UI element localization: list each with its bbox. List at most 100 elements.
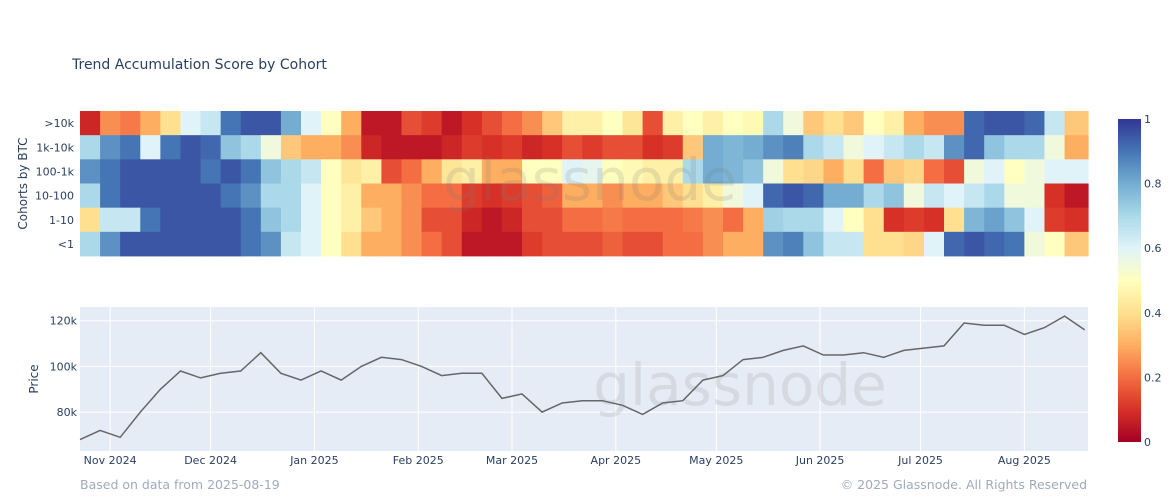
price-panel: 80k 100k 120k Nov 2024 Dec 2024 Jan 2025 Feb 2… [27, 307, 1088, 467]
heatmap-cell [140, 207, 161, 233]
heatmap-cell [722, 183, 744, 209]
heatmap-cell [441, 111, 463, 136]
heatmap-cell [582, 183, 604, 209]
heatmap-cell [622, 183, 644, 209]
heatmap-cell [120, 231, 141, 257]
heatmap-cell [682, 135, 704, 160]
heatmap-cell [522, 231, 543, 257]
heatmap-cell [682, 231, 704, 257]
colorbar-tick-label: 0.6 [1144, 242, 1162, 255]
colorbar: 0 0.2 0.4 0.6 0.8 1 [1118, 113, 1162, 449]
heatmap-cell [522, 159, 543, 184]
heatmap-cell [863, 135, 885, 160]
heatmap-cell [120, 183, 141, 209]
heatmap-cell [883, 135, 905, 160]
colorbar-tick-label: 0.4 [1144, 307, 1162, 320]
heatmap-cell [200, 231, 222, 257]
heatmap-cell [140, 183, 161, 209]
y-tick-label: 120k [50, 315, 78, 328]
y-tick-label: 80k [57, 406, 78, 419]
heatmap-cell [180, 135, 202, 160]
heatmap-cell [522, 207, 543, 233]
heatmap-cell [120, 111, 141, 136]
heatmap-cell [944, 183, 965, 209]
heatmap-cell [622, 111, 644, 136]
heatmap-cell [501, 159, 523, 184]
heatmap-cell [903, 111, 925, 136]
heatmap-cell [964, 111, 985, 136]
heatmap-cell [1044, 183, 1066, 209]
heatmap-cell [763, 111, 784, 136]
heatmap-cell [903, 207, 925, 233]
heatmap-cell [1004, 231, 1025, 257]
heatmap-cell [823, 207, 845, 233]
heatmap-cell [100, 111, 121, 136]
heatmap-cell [542, 159, 563, 184]
heatmap-cell [883, 231, 905, 257]
heatmap-cell [341, 207, 362, 233]
heatmap-cell [602, 207, 624, 233]
heatmap-cell [944, 111, 965, 136]
heatmap-cell [1004, 111, 1025, 136]
heatmap-cell [381, 159, 403, 184]
heatmap-cell [260, 231, 282, 257]
heatmap-cell [642, 159, 664, 184]
heatmap-cell [381, 231, 403, 257]
heatmap-cell [722, 207, 744, 233]
heatmap-cell [481, 207, 503, 233]
heatmap-cell [582, 135, 604, 160]
heatmap-cell [923, 231, 945, 257]
heatmap-cell [401, 135, 423, 160]
heatmap-cell [100, 183, 121, 209]
heatmap-cell [240, 207, 262, 233]
heatmap-cell [180, 159, 202, 184]
heatmap-cell [421, 159, 443, 184]
heatmap-cell [743, 159, 764, 184]
heatmap-cell [562, 111, 583, 136]
heatmap-cell [1044, 159, 1066, 184]
heatmap-cell [964, 183, 985, 209]
heatmap-cell [280, 135, 302, 160]
x-tick-label: May 2025 [689, 454, 743, 467]
heatmap-cell [763, 207, 784, 233]
heatmap-cell [280, 159, 302, 184]
heatmap-cell [944, 159, 965, 184]
heatmap-cell [100, 135, 121, 160]
heatmap-cell [160, 207, 182, 233]
x-tick-label: Jun 2025 [795, 454, 845, 467]
heatmap-cell [602, 183, 624, 209]
heatmap-cell [240, 183, 262, 209]
heatmap-cell [260, 159, 282, 184]
heatmap-cell [662, 159, 684, 184]
heatmap-cell [783, 111, 804, 136]
heatmap-cell [421, 111, 443, 136]
heatmap-cell [863, 231, 885, 257]
heatmap-cell [562, 231, 583, 257]
heatmap-cell [803, 183, 825, 209]
heatmap-cell [763, 183, 784, 209]
heatmap-cell [301, 159, 322, 184]
heatmap-cell [622, 207, 644, 233]
heatmap-cell [522, 183, 543, 209]
heatmap-cell [642, 207, 664, 233]
cohort-label: 100-1k [36, 165, 75, 178]
heatmap-cell [562, 207, 583, 233]
heatmap-cell [883, 207, 905, 233]
heatmap-cell [321, 231, 342, 257]
heatmap-cell [180, 183, 202, 209]
heatmap-cell [702, 183, 724, 209]
x-tick-label: Jul 2025 [897, 454, 943, 467]
heatmap-cell [964, 135, 985, 160]
heatmap-cell [301, 231, 322, 257]
heatmap-cell [80, 231, 101, 257]
heatmap-cell [823, 183, 845, 209]
heatmap-cell [542, 183, 563, 209]
heatmap-cell [582, 111, 604, 136]
heatmap-cell [200, 135, 222, 160]
heatmap-cell [461, 207, 483, 233]
heatmap-cell [823, 111, 845, 136]
heatmap-cell [722, 111, 744, 136]
heatmap-cell [301, 111, 322, 136]
